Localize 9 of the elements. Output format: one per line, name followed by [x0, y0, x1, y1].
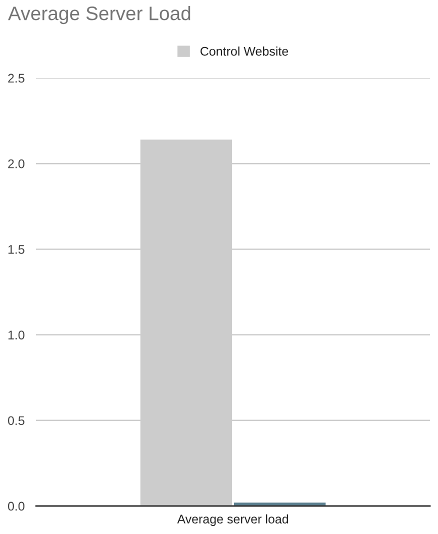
x-tick-label: Average server load: [177, 514, 288, 526]
chart-title: Average Server Load: [8, 6, 190, 24]
y-tick-label: 1.5: [8, 245, 24, 254]
y-tick-label: 0.5: [8, 416, 24, 426]
legend-label: Control Website: [200, 46, 288, 56]
y-tick-label: 1.0: [8, 330, 24, 340]
y-tick-label: 0.0: [8, 502, 24, 511]
y-tick-label: 2.5: [8, 74, 24, 83]
y-tick-label: 2.0: [8, 159, 24, 168]
